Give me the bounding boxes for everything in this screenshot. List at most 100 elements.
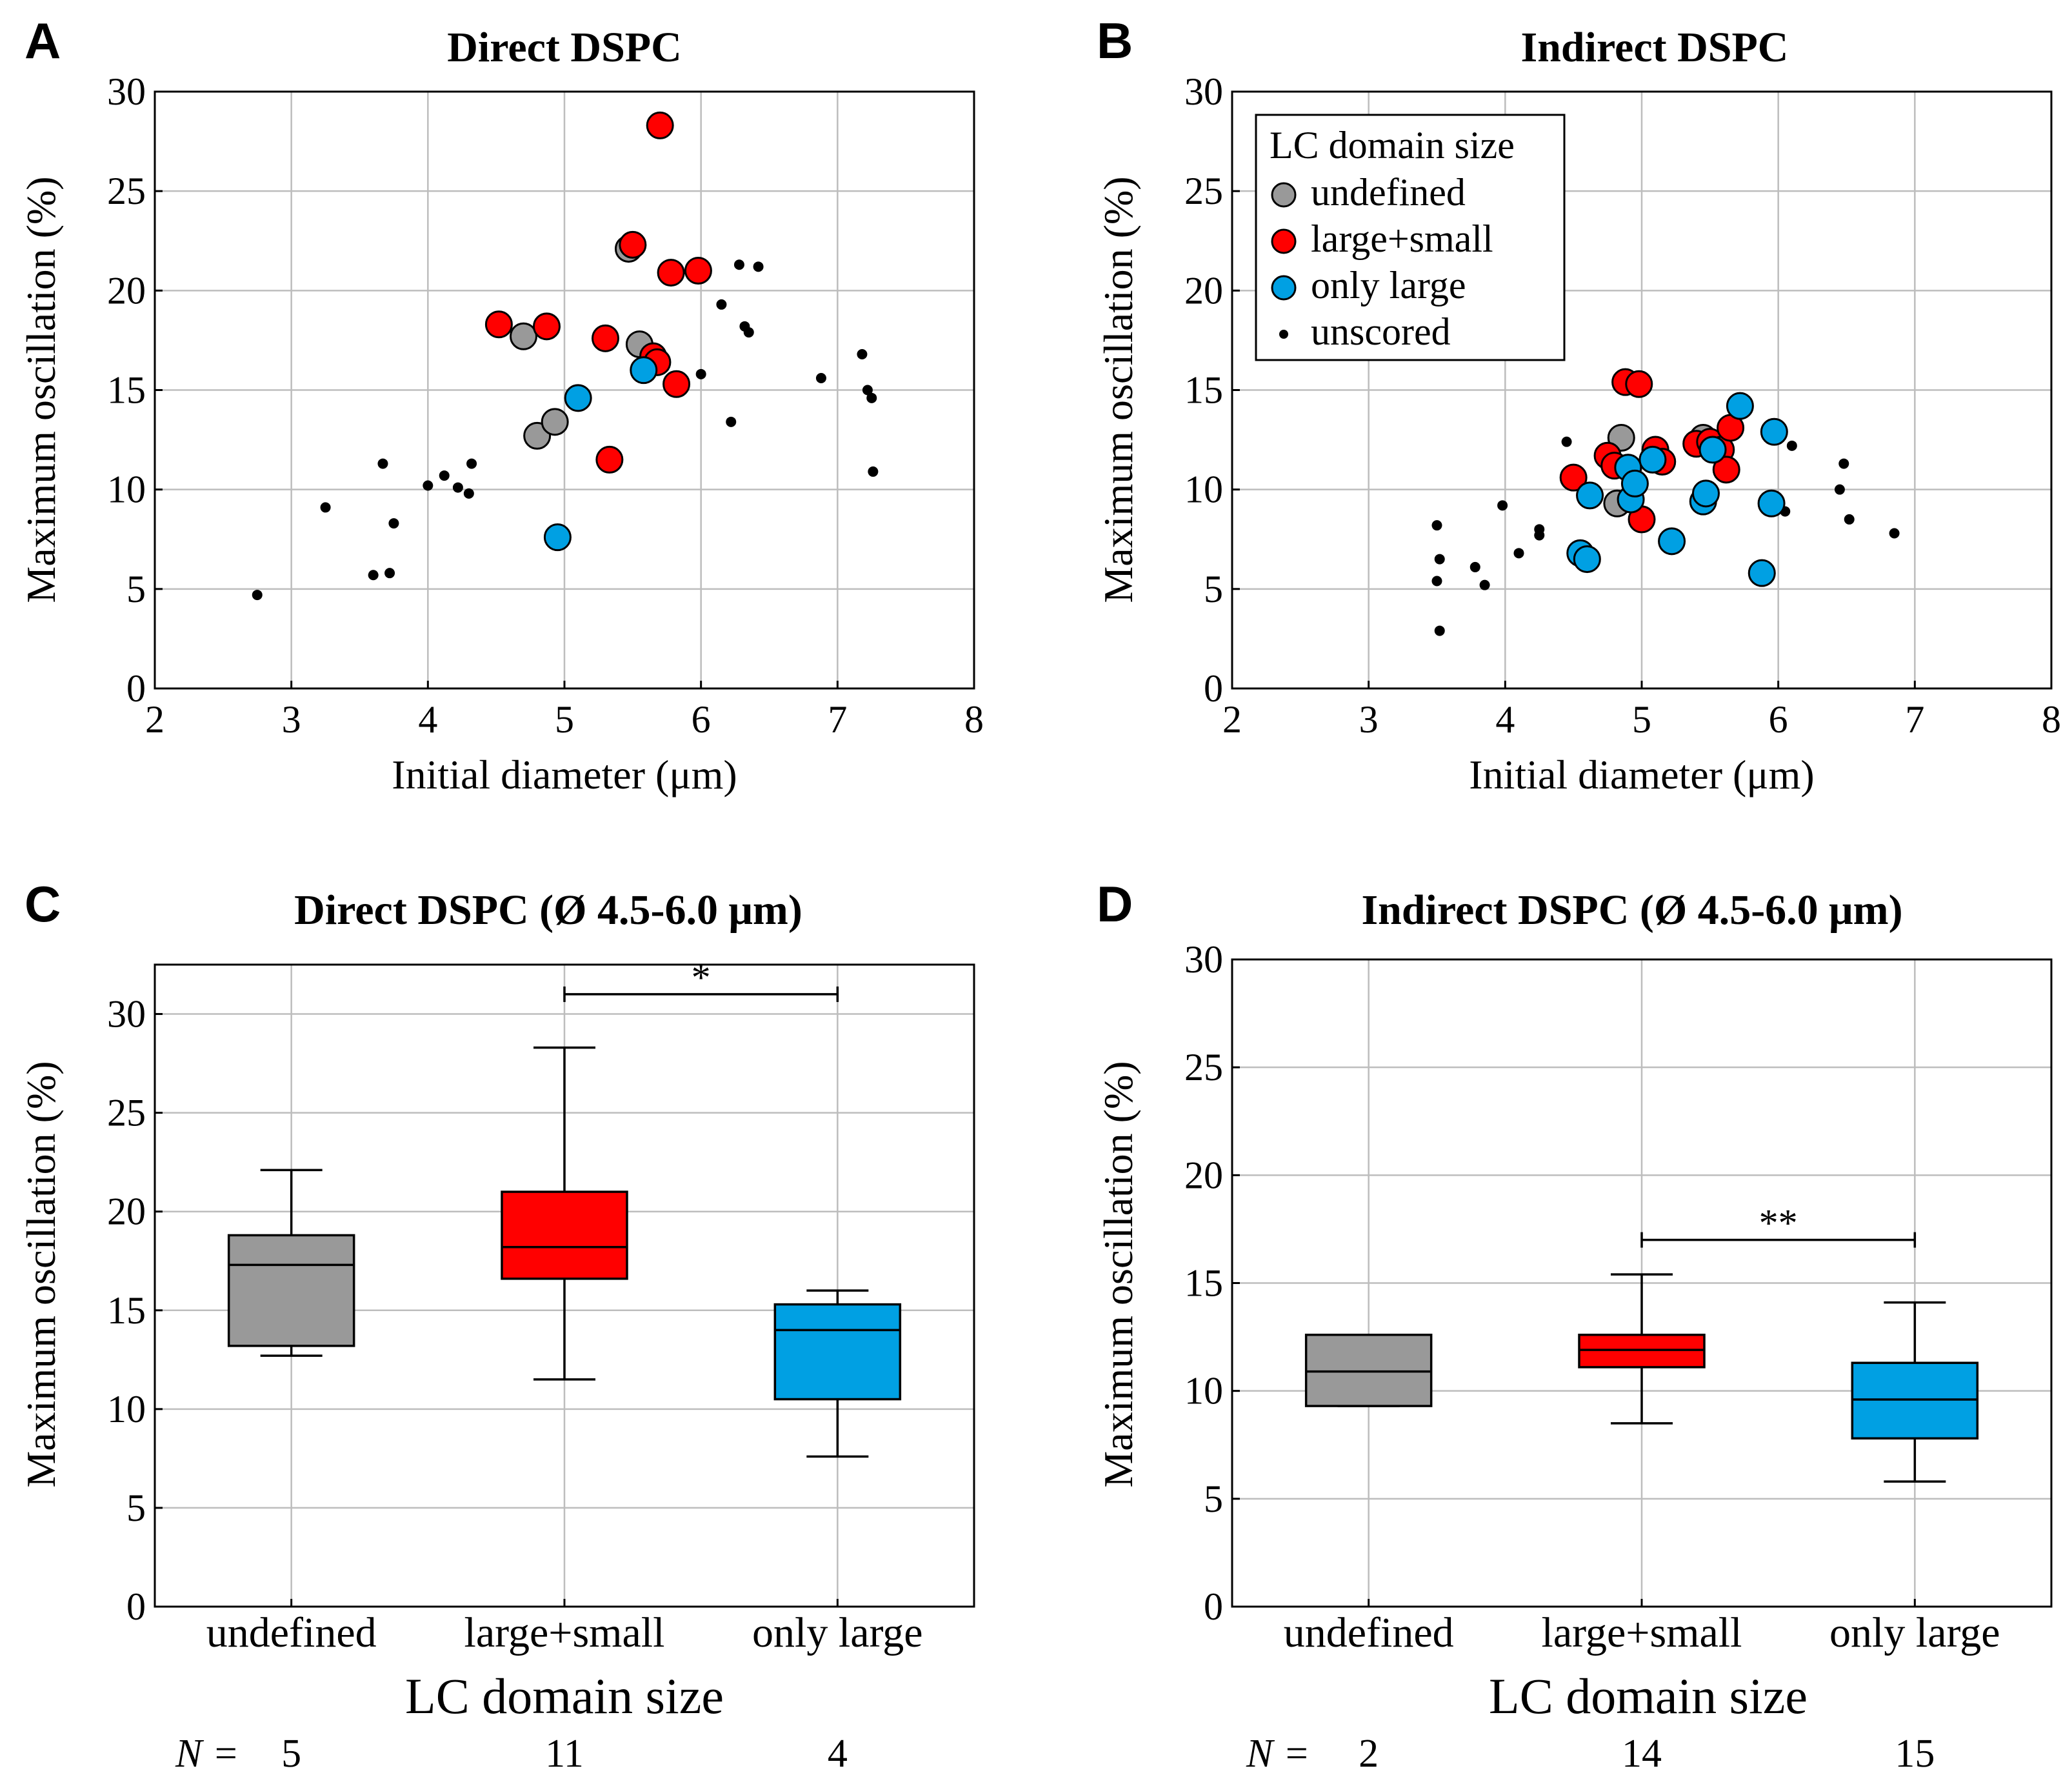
panel-a-point-unscored <box>439 470 450 481</box>
panel-a-ytick-label: 15 <box>107 369 146 412</box>
panel-a-point-unscored <box>695 368 706 379</box>
panel-a: A 2 3 4 5 6 7 8 0 5 10 15 20 25 30 Direct DSPC Initia… <box>18 12 984 798</box>
panel-a-point-unscored <box>862 385 873 396</box>
panel-b-point-large-small <box>1712 456 1740 484</box>
panel-a-point-unscored <box>716 299 727 310</box>
panel-a-point-only-large <box>630 356 658 385</box>
panel-a-ytick-label: 5 <box>126 568 146 610</box>
legend-marker-undefined <box>1271 182 1297 208</box>
legend-box <box>1255 114 1566 361</box>
panel-d-letter: D <box>1097 876 1133 932</box>
panel-d-n-large-small: 14 <box>1622 1732 1662 1776</box>
panel-b-xtick-label: 8 <box>2042 698 2061 741</box>
panel-a-point-only-large <box>564 384 592 412</box>
panel-c-ytick-label: 20 <box>107 1190 146 1233</box>
panel-b-ylabel: Maximum oscillation (%) <box>1095 176 1141 603</box>
panel-a-point-unscored <box>252 590 263 601</box>
panel-d: D ** 0 5 10 15 20 25 30 undefined 2 large+small 14… <box>1095 876 2053 1776</box>
panel-a-point-unscored <box>388 518 399 529</box>
panel-b-point-unscored <box>1834 484 1845 495</box>
panel-b-point-only-large <box>1748 559 1776 587</box>
panel-d-ytick-label: 30 <box>1184 938 1223 981</box>
panel-b-xtick-label: 3 <box>1359 698 1379 741</box>
panel-b-xtick-label: 7 <box>1905 698 1924 741</box>
panel-b-point-only-large <box>1691 479 1720 508</box>
panel-a-xtick-label: 5 <box>555 698 574 741</box>
panel-a-point-only-large <box>543 523 572 552</box>
panel-b-point-unscored <box>1434 625 1445 636</box>
panel-c-n-prefix: N = <box>175 1732 239 1776</box>
panel-a-xtick-label: 6 <box>692 698 711 741</box>
legend-label-only-large: only large <box>1311 264 1466 306</box>
panel-b-point-unscored <box>1479 579 1490 590</box>
panel-b-title: Indirect DSPC <box>1521 24 1789 71</box>
panel-d-n-prefix: N = <box>1246 1732 1310 1776</box>
panel-b-letter: B <box>1097 12 1133 69</box>
panel-c-box-large-small <box>501 1190 628 1280</box>
panel-a-point-unscored <box>320 502 331 513</box>
panel-a-xtick-label: 7 <box>828 698 847 741</box>
panel-a-point-unscored <box>726 416 737 427</box>
panel-a-ytick-label: 30 <box>107 70 146 113</box>
panel-b-point-unscored <box>1561 436 1572 447</box>
panel-b: B 2 3 4 5 6 7 8 0 5 10 15 20 25 30 Indirect DSPC Init… <box>1095 12 2061 798</box>
panel-a-point-undefined <box>510 322 537 350</box>
panel-c-n-large-small: 11 <box>545 1732 584 1776</box>
panel-b-point-unscored <box>1786 440 1797 451</box>
panel-d-ytick-label: 10 <box>1184 1370 1223 1412</box>
panel-b-point-only-large <box>1576 481 1604 510</box>
panel-a-xtick-label: 3 <box>282 698 301 741</box>
panel-b-ytick-label: 20 <box>1184 269 1223 312</box>
panel-a-ytick-label: 0 <box>126 667 146 710</box>
panel-b-xlabel: Initial diameter (μm) <box>1469 752 1814 798</box>
panel-c-ytick-label: 15 <box>107 1289 146 1332</box>
panel-b-ytick-label: 25 <box>1184 170 1223 212</box>
panel-d-category-label-only-large: only large <box>1829 1609 2000 1656</box>
panel-a-point-large-small <box>592 324 619 352</box>
panel-d-ytick-label: 0 <box>1204 1585 1223 1628</box>
panel-a-ylabel: Maximum oscillation (%) <box>18 176 64 603</box>
panel-b-ytick-label: 0 <box>1204 667 1223 710</box>
legend-label-large-small: large+small <box>1311 217 1493 260</box>
panel-b-point-unscored <box>1534 530 1545 541</box>
panel-a-xtick-label: 2 <box>145 698 164 741</box>
panel-a-point-large-small <box>657 259 685 287</box>
panel-a-point-unscored <box>463 488 474 499</box>
panel-b-point-only-large <box>1757 489 1786 517</box>
panel-d-ytick-label: 5 <box>1204 1478 1223 1520</box>
panel-a-letter: A <box>25 12 61 69</box>
panel-b-point-unscored <box>1434 554 1445 565</box>
panel-b-point-unscored <box>1838 458 1849 469</box>
panel-a-point-unscored <box>368 570 379 581</box>
panel-c-category-label-undefined: undefined <box>206 1609 377 1656</box>
legend-marker-large-small <box>1271 228 1297 254</box>
panel-a-ytick-label: 25 <box>107 170 146 212</box>
panel-d-ytick-label: 20 <box>1184 1154 1223 1196</box>
panel-c-ytick-label: 30 <box>107 993 146 1036</box>
panel-b-point-unscored <box>1844 514 1855 525</box>
panel-a-point-unscored <box>384 568 395 579</box>
panel-b-point-only-large <box>1658 527 1686 556</box>
panel-d-sig-label: ** <box>1759 1202 1798 1245</box>
panel-b-xtick-label: 2 <box>1222 698 1242 741</box>
panel-b-ytick-label: 5 <box>1204 568 1223 610</box>
panel-c-ytick-label: 10 <box>107 1388 146 1430</box>
panel-d-ylabel: Maximum oscillation (%) <box>1095 1061 1141 1487</box>
panel-a-xtick-label: 4 <box>418 698 437 741</box>
panel-a-point-unscored <box>733 259 744 270</box>
panel-c-box-undefined <box>227 1234 355 1347</box>
panel-a-point-unscored <box>743 327 754 338</box>
panel-a-point-unscored <box>423 480 433 491</box>
panel-a-point-unscored <box>452 482 463 493</box>
panel-a-xlabel: Initial diameter (μm) <box>392 752 737 798</box>
panel-a-point-unscored <box>377 458 388 469</box>
panel-b-xtick-label: 5 <box>1632 698 1651 741</box>
legend-label-unscored: unscored <box>1311 310 1451 353</box>
panel-a-point-unscored <box>815 373 826 383</box>
panel-c-ytick-label: 0 <box>126 1585 146 1628</box>
panel-c-category-label-large-small: large+small <box>464 1609 665 1656</box>
panel-d-n-only-large: 15 <box>1895 1732 1935 1776</box>
panel-b-xtick-label: 4 <box>1495 698 1515 741</box>
panel-c-category-label-only-large: only large <box>752 1609 923 1656</box>
